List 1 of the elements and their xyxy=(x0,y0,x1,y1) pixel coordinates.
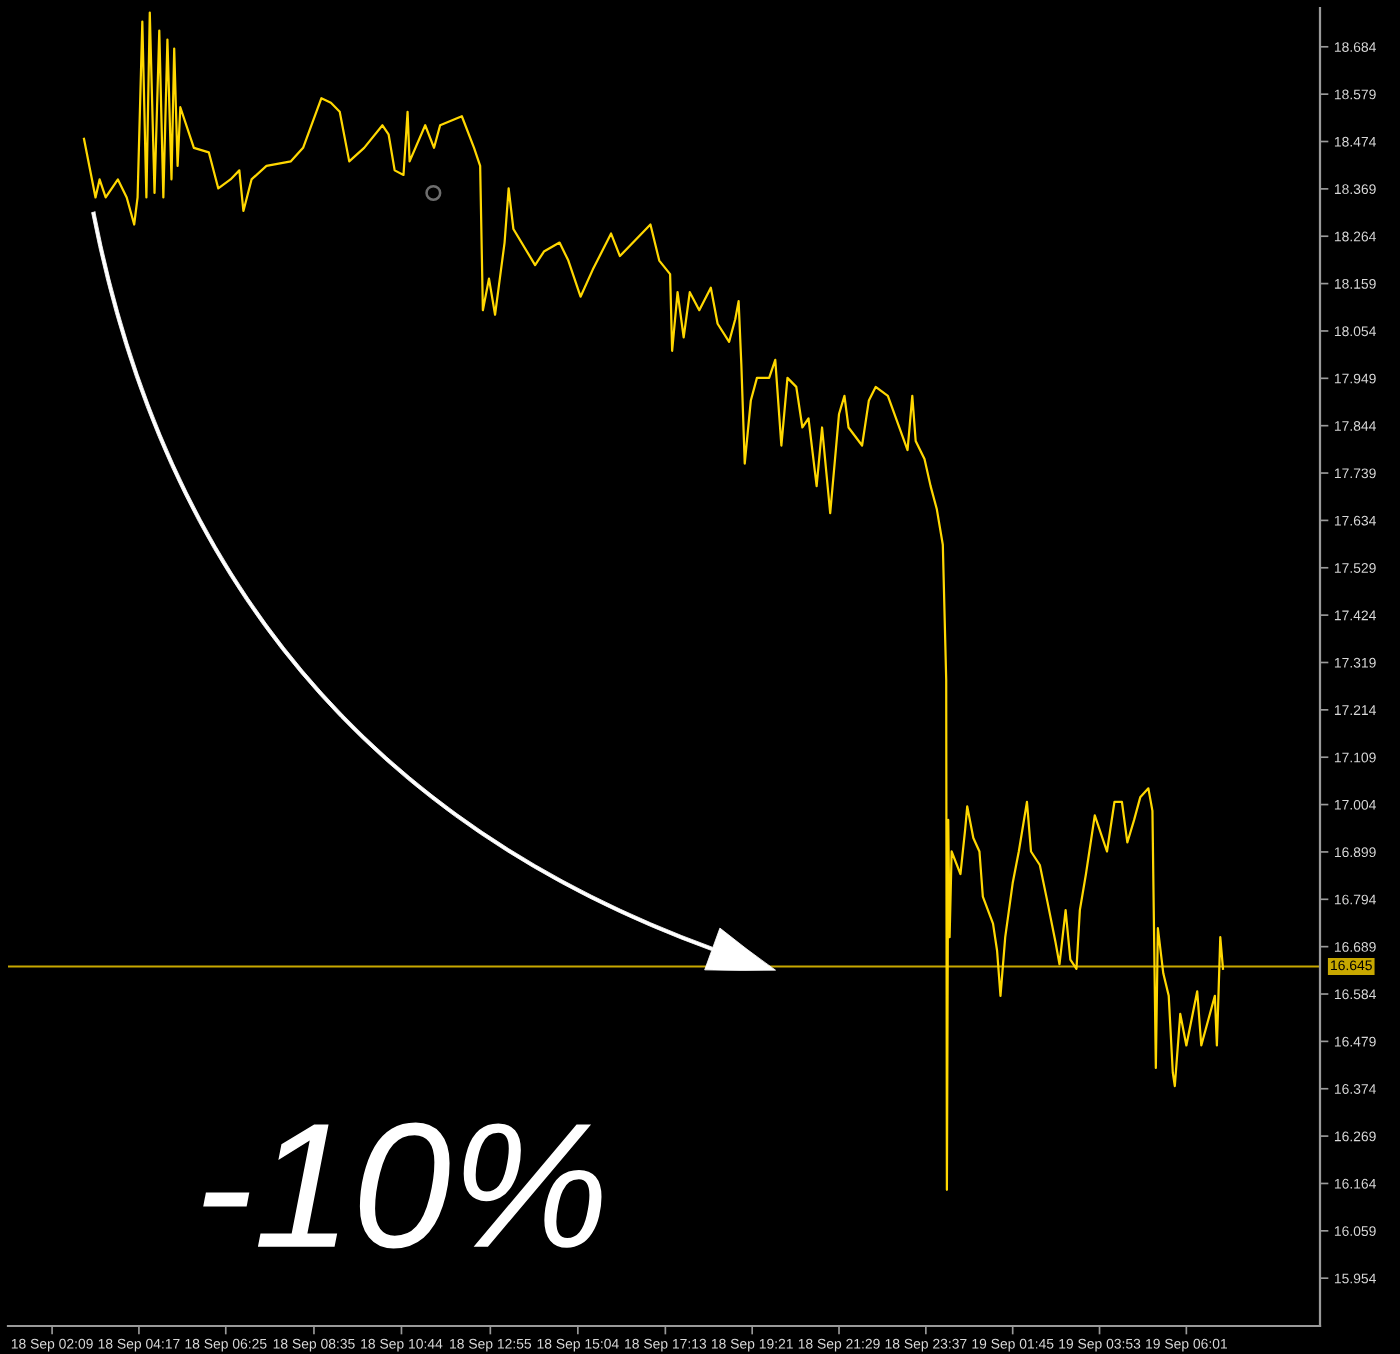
annotation: -10% xyxy=(203,1122,602,1249)
